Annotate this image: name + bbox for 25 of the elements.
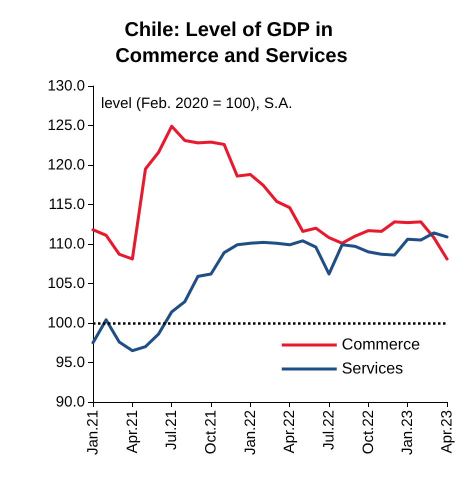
x-tick-label: Apr.23: [438, 410, 456, 454]
legend-label: Commerce: [342, 336, 420, 354]
legend-label: Services: [342, 360, 404, 378]
y-tick-label: 90.0: [56, 394, 85, 410]
y-tick-label: 105.0: [47, 275, 85, 292]
chart-title: Chile: Level of GDP in Commerce and Services: [115, 19, 348, 67]
y-tick-label: 130.0: [47, 78, 85, 94]
x-tick-label: Oct.21: [202, 410, 220, 454]
x-tick-label: Apr.22: [281, 410, 298, 454]
y-tick-label: 125.0: [47, 117, 85, 134]
y-tick-label: 110.0: [48, 236, 85, 252]
x-tick-label: Jan.21: [84, 410, 102, 456]
line-series: [92, 124, 448, 261]
x-tick-label: Jan.23: [399, 410, 416, 456]
x-tick-label: Oct.22: [360, 410, 377, 454]
annotation: level (Feb. 2020 = 100), S.A.: [101, 95, 292, 112]
x-tick-label: Jan.22: [242, 410, 259, 456]
x-tick-label: Jul.22: [320, 410, 338, 450]
y-tick-label: 115.0: [48, 196, 85, 213]
x-tick-label: Jul.21: [163, 410, 180, 450]
y-tick-label: 95.0: [56, 354, 85, 371]
line-series: [92, 231, 448, 352]
y-tick-label: 100.0: [47, 314, 85, 332]
x-tick-label: Apr.21: [124, 410, 141, 454]
y-tick-label: 120.0: [47, 156, 85, 174]
